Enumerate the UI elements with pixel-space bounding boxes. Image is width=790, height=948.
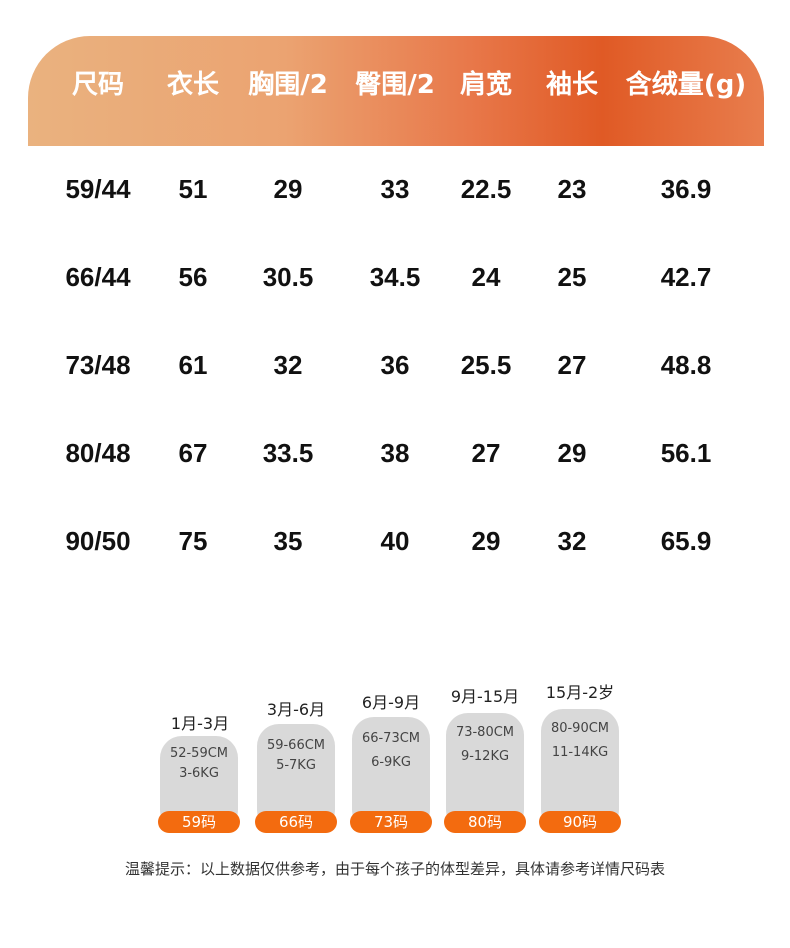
cell-size: 80/48 bbox=[65, 438, 131, 468]
cell-shoulder: 27 bbox=[471, 438, 501, 468]
cell-hip: 38 bbox=[380, 438, 410, 468]
cell-shoulder: 22.5 bbox=[460, 174, 512, 204]
size-badge: 90码 bbox=[539, 811, 621, 833]
size-badge: 80码 bbox=[444, 811, 526, 833]
cell-chest: 32 bbox=[273, 350, 303, 380]
age-label: 15月-2岁 bbox=[545, 683, 615, 702]
cell-chest: 33.5 bbox=[262, 438, 314, 468]
height-range: 66-73CM bbox=[361, 731, 421, 746]
weight-range: 11-14KG bbox=[551, 745, 609, 760]
cell-hip: 40 bbox=[380, 526, 410, 556]
height-range: 52-59CM bbox=[169, 746, 229, 761]
size-badge: 59码 bbox=[158, 811, 240, 833]
header-sleeve: 袖长 bbox=[545, 70, 599, 100]
cell-down: 56.1 bbox=[660, 438, 712, 468]
cell-chest: 35 bbox=[273, 526, 303, 556]
header-size: 尺码 bbox=[71, 70, 125, 100]
cell-hip: 33 bbox=[380, 174, 410, 204]
cell-sleeve: 29 bbox=[557, 438, 587, 468]
table-header-bar bbox=[28, 36, 764, 146]
cell-size: 59/44 bbox=[65, 174, 131, 204]
cell-shoulder: 29 bbox=[471, 526, 501, 556]
cell-hip: 34.5 bbox=[369, 262, 421, 292]
header-length: 衣长 bbox=[166, 70, 220, 100]
weight-range: 6-9KG bbox=[371, 755, 411, 770]
cell-length: 61 bbox=[178, 350, 208, 380]
height-range: 59-66CM bbox=[266, 738, 326, 753]
cell-size: 66/44 bbox=[65, 262, 131, 292]
cell-sleeve: 23 bbox=[557, 174, 587, 204]
cell-size: 73/48 bbox=[65, 350, 131, 380]
cell-down: 65.9 bbox=[660, 526, 712, 556]
size-badge: 73码 bbox=[350, 811, 432, 833]
cell-chest: 29 bbox=[273, 174, 303, 204]
age-label: 6月-9月 bbox=[361, 693, 421, 712]
height-range: 73-80CM bbox=[455, 725, 515, 740]
cell-shoulder: 25.5 bbox=[460, 350, 512, 380]
age-label: 3月-6月 bbox=[266, 700, 326, 719]
cell-down: 36.9 bbox=[660, 174, 712, 204]
cell-size: 90/50 bbox=[65, 526, 131, 556]
cell-down: 48.8 bbox=[660, 350, 712, 380]
cell-hip: 36 bbox=[380, 350, 410, 380]
cell-sleeve: 32 bbox=[557, 526, 587, 556]
weight-range: 5-7KG bbox=[276, 758, 316, 773]
header-down-content: 含绒量(g) bbox=[625, 70, 747, 100]
cell-sleeve: 25 bbox=[557, 262, 587, 292]
header-shoulder: 肩宽 bbox=[459, 70, 513, 100]
weight-range: 3-6KG bbox=[179, 766, 219, 781]
cell-length: 51 bbox=[178, 174, 208, 204]
cell-chest: 30.5 bbox=[262, 262, 314, 292]
tip-text: 温馨提示：以上数据仅供参考，由于每个孩子的体型差异，具体请参考详情尺码表 bbox=[124, 860, 665, 878]
cell-sleeve: 27 bbox=[557, 350, 587, 380]
weight-range: 9-12KG bbox=[460, 749, 510, 764]
cell-length: 56 bbox=[178, 262, 208, 292]
cell-shoulder: 24 bbox=[471, 262, 501, 292]
cell-down: 42.7 bbox=[660, 262, 712, 292]
header-chest: 胸围/2 bbox=[248, 70, 328, 100]
header-hip: 臀围/2 bbox=[355, 70, 435, 100]
size-badge: 66码 bbox=[255, 811, 337, 833]
age-label: 1月-3月 bbox=[170, 714, 230, 733]
cell-length: 75 bbox=[178, 526, 208, 556]
height-range: 80-90CM bbox=[550, 721, 610, 736]
age-label: 9月-15月 bbox=[450, 687, 520, 706]
cell-length: 67 bbox=[178, 438, 208, 468]
